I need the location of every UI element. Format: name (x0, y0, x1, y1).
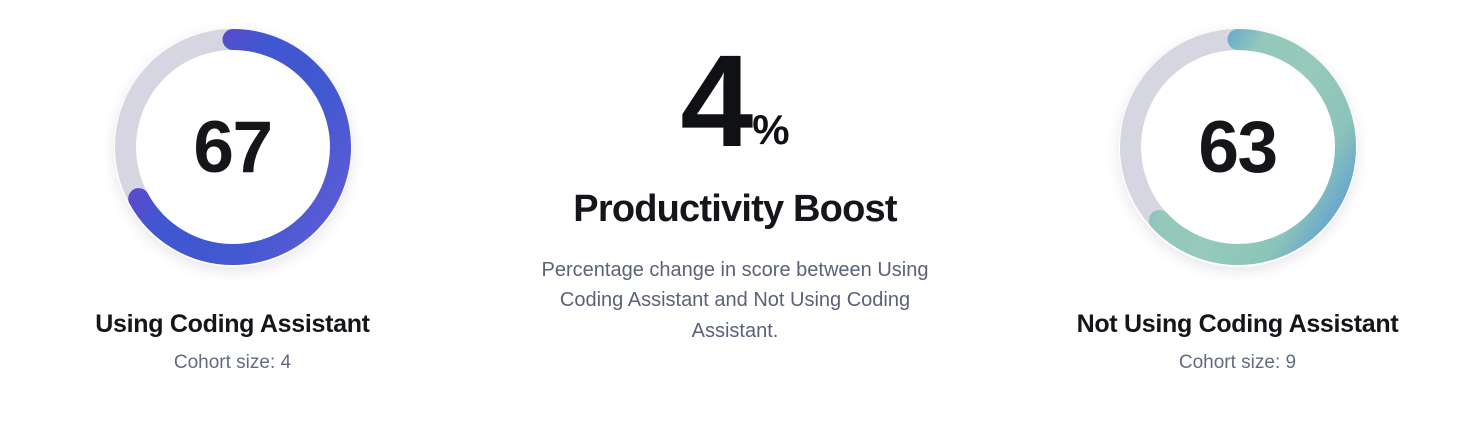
gauge-panel-not-using-coding-assistant: 63 Not Using Coding Assistant Cohort siz… (1005, 0, 1470, 375)
summary-panel: 4 % Productivity Boost Percentage change… (505, 0, 965, 346)
delta-value-group: 4 % (680, 27, 790, 174)
gauge-value-right: 63 (1198, 106, 1278, 188)
gauge-ring-right-icon (1119, 29, 1356, 265)
gauge-ring-shadow (1119, 29, 1357, 267)
gauge-not-using-coding-assistant: 63 (1113, 22, 1363, 272)
delta-number: 4 (680, 27, 753, 174)
summary-heading: Productivity Boost (573, 188, 897, 231)
gauge-using-coding-assistant: 67 (108, 22, 358, 272)
cohort-size-right: Cohort size: 9 (1178, 351, 1297, 373)
gauge-ring-left-icon (114, 29, 351, 265)
gauge-ring-shadow (114, 29, 352, 267)
summary-description: Percentage change in score between Using… (541, 258, 929, 342)
gauge-progress-left (114, 29, 351, 265)
gauge-label-left: Using Coding Assistant (95, 310, 370, 338)
gauge-panel-using-coding-assistant: 67 Using Coding Assistant Cohort size: 4 (0, 0, 465, 375)
gauge-progress-right (1119, 29, 1356, 265)
gauge-label-right: Not Using Coding Assistant (1076, 310, 1399, 338)
cohort-size-left: Cohort size: 4 (173, 351, 292, 373)
gauge-value-left: 67 (193, 106, 273, 188)
delta-unit: % (752, 106, 790, 153)
